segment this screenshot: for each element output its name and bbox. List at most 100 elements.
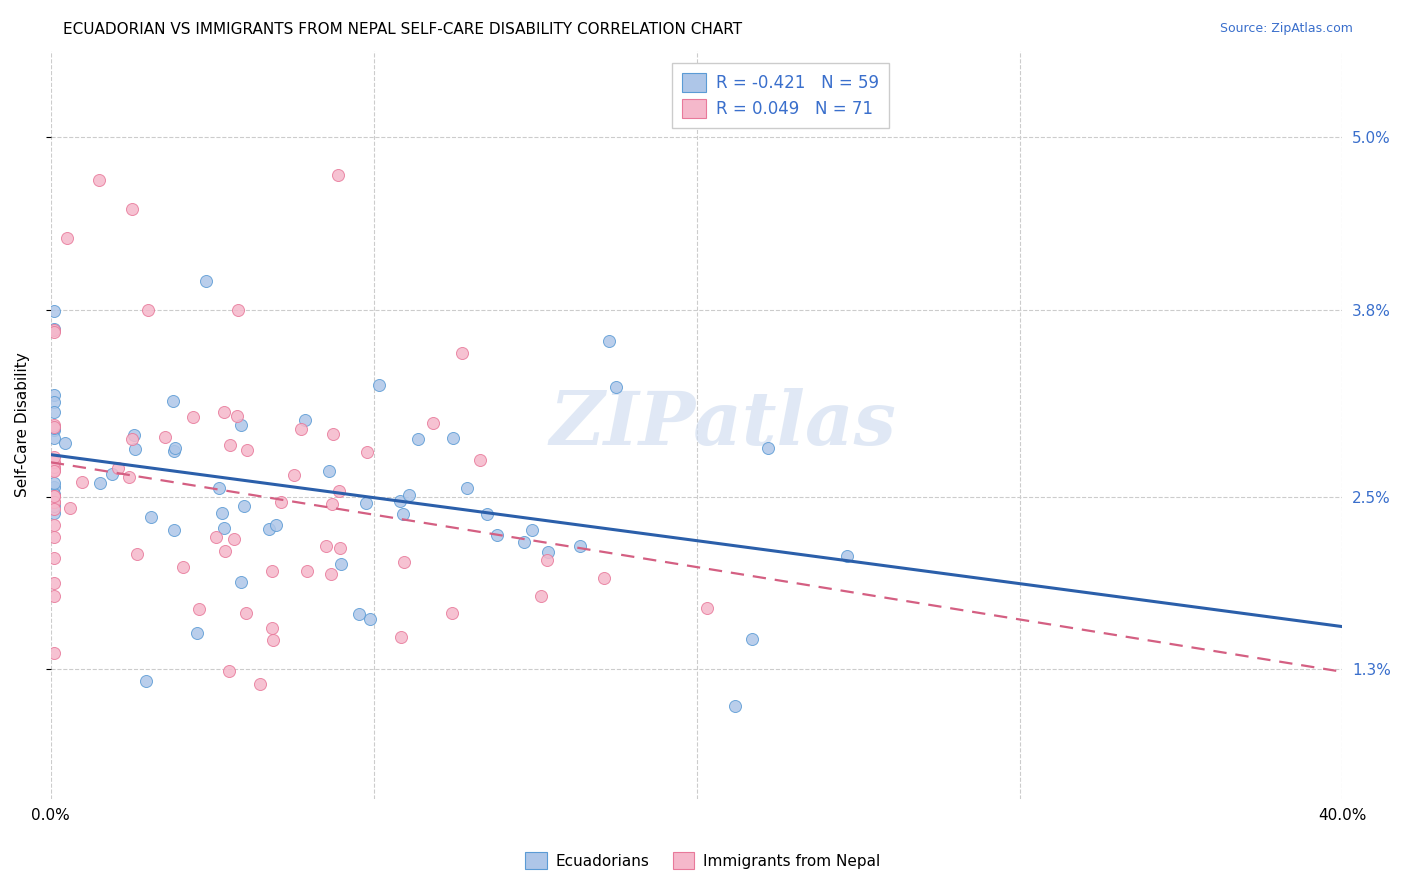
- Point: [186, 626, 208, 640]
- Point: [486, 527, 509, 541]
- Point: [172, 560, 194, 574]
- Point: [235, 606, 257, 620]
- Point: [124, 442, 146, 456]
- Point: [214, 543, 236, 558]
- Point: [208, 481, 231, 495]
- Point: [162, 394, 184, 409]
- Point: [260, 564, 283, 578]
- Point: [318, 464, 340, 478]
- Point: [326, 169, 349, 183]
- Point: [42, 455, 65, 469]
- Point: [42, 475, 65, 490]
- Point: [226, 303, 249, 318]
- Legend: R = -0.421   N = 59, R = 0.049   N = 71: R = -0.421 N = 59, R = 0.049 N = 71: [672, 62, 889, 128]
- Point: [42, 460, 65, 475]
- Point: [42, 421, 65, 435]
- Point: [329, 541, 352, 556]
- Point: [42, 450, 65, 465]
- Point: [322, 426, 344, 441]
- Point: [229, 574, 252, 589]
- Point: [118, 470, 141, 484]
- Point: [837, 549, 859, 564]
- Text: Source: ZipAtlas.com: Source: ZipAtlas.com: [1219, 22, 1353, 36]
- Point: [42, 495, 65, 509]
- Point: [321, 567, 343, 582]
- Point: [290, 422, 312, 436]
- Point: [270, 495, 292, 509]
- Point: [513, 534, 536, 549]
- Point: [696, 601, 718, 615]
- Point: [42, 462, 65, 476]
- Point: [194, 274, 217, 288]
- Point: [153, 430, 176, 444]
- Point: [214, 520, 236, 534]
- Point: [42, 463, 65, 477]
- Point: [42, 431, 65, 445]
- Point: [294, 413, 316, 427]
- Point: [392, 508, 415, 522]
- Point: [42, 464, 65, 478]
- Point: [59, 501, 82, 516]
- Point: [42, 419, 65, 434]
- Point: [121, 202, 143, 216]
- Point: [537, 545, 560, 559]
- Point: [232, 499, 254, 513]
- Point: [42, 423, 65, 437]
- Point: [229, 417, 252, 432]
- Point: [249, 677, 271, 691]
- Point: [165, 442, 187, 456]
- Point: [264, 518, 287, 533]
- Point: [135, 674, 157, 689]
- Point: [394, 555, 416, 569]
- Point: [42, 323, 65, 337]
- Point: [42, 395, 65, 409]
- Text: ZIPatlas: ZIPatlas: [548, 389, 896, 461]
- Point: [295, 564, 318, 578]
- Point: [42, 551, 65, 566]
- Point: [530, 589, 553, 603]
- Point: [42, 495, 65, 509]
- Point: [42, 325, 65, 339]
- Point: [568, 539, 591, 553]
- Point: [212, 405, 235, 419]
- Point: [225, 409, 247, 423]
- Point: [724, 698, 747, 713]
- Point: [211, 506, 233, 520]
- Point: [204, 531, 226, 545]
- Point: [222, 532, 245, 546]
- Point: [756, 441, 779, 455]
- Point: [42, 499, 65, 513]
- Point: [42, 646, 65, 660]
- Point: [42, 530, 65, 544]
- Point: [136, 302, 159, 317]
- Point: [741, 632, 763, 646]
- Point: [42, 405, 65, 419]
- Point: [42, 388, 65, 402]
- Point: [107, 461, 129, 475]
- Point: [42, 487, 65, 501]
- Point: [101, 467, 124, 482]
- Point: [368, 378, 391, 392]
- Point: [470, 453, 492, 467]
- Point: [218, 664, 240, 678]
- Point: [389, 494, 412, 508]
- Point: [347, 607, 370, 621]
- Point: [262, 632, 284, 647]
- Y-axis label: Self-Care Disability: Self-Care Disability: [15, 352, 30, 497]
- Point: [328, 484, 350, 499]
- Point: [440, 606, 463, 620]
- Point: [356, 496, 378, 510]
- Legend: Ecuadorians, Immigrants from Nepal: Ecuadorians, Immigrants from Nepal: [519, 846, 887, 875]
- Point: [475, 507, 498, 521]
- Point: [398, 488, 420, 502]
- Point: [125, 547, 148, 561]
- Point: [42, 480, 65, 494]
- Point: [408, 432, 430, 446]
- Point: [330, 557, 353, 571]
- Point: [260, 621, 283, 635]
- Point: [42, 506, 65, 520]
- Point: [422, 417, 444, 431]
- Point: [359, 612, 381, 626]
- Point: [72, 475, 94, 490]
- Point: [42, 417, 65, 432]
